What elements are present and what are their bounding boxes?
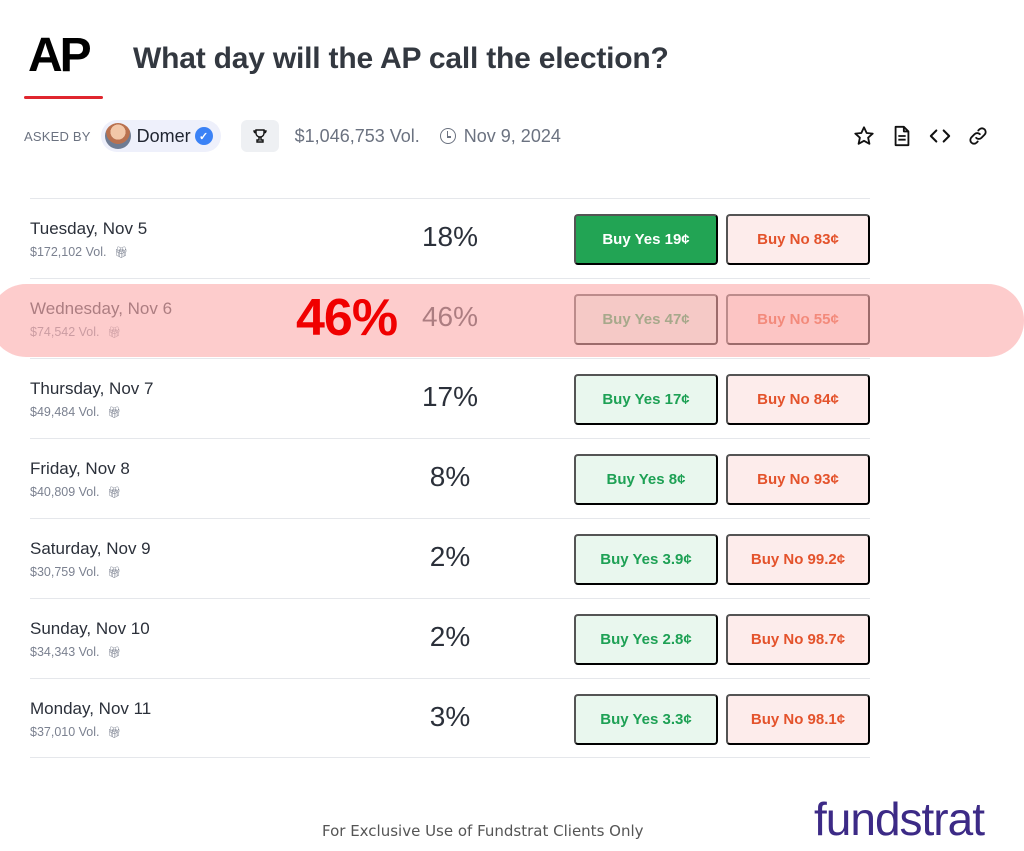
trophy-icon[interactable] [240, 120, 279, 152]
outcome-probability: 2% [429, 541, 471, 572]
link-icon[interactable] [964, 122, 992, 150]
annotation-percentage: 46% [296, 289, 398, 347]
buy-no-button[interactable]: Buy No 98.1¢ [726, 694, 870, 745]
buy-no-button[interactable]: Buy No 84¢ [726, 374, 870, 425]
document-icon[interactable] [888, 122, 916, 150]
outcome-label: Friday, Nov 8 [30, 459, 130, 478]
star-icon[interactable] [850, 122, 878, 150]
buy-yes-button[interactable]: Buy Yes 2.8¢ [574, 614, 718, 665]
outcome-label: Monday, Nov 11 [30, 699, 152, 718]
table-row: Monday, Nov 11 $37,010 Vol. 🎁︎ 3% Buy Yes… [30, 678, 870, 758]
outcome-probability: 46% [421, 301, 479, 332]
outcome-probability: 3% [429, 701, 471, 732]
market-meta: ASKED BY Domer ✓ $1,046,753 Vol. Nov 9, … [24, 118, 561, 154]
clock-icon [439, 128, 456, 144]
table-row: Tuesday, Nov 5 $172,102 Vol. 🎁︎ 18% Buy Y… [30, 198, 870, 278]
user-name: Domer [136, 125, 191, 146]
total-volume: $1,046,753 Vol. [294, 125, 420, 146]
ap-logo: AP [28, 29, 92, 82]
fundstrat-logo: fundstrat [814, 793, 985, 845]
table-row: Wednesday, Nov 6 $74,542 Vol. 🎁︎ 46% Buy … [30, 278, 870, 358]
gift-icon: 🎁︎ [107, 407, 122, 419]
outcomes-table: Tuesday, Nov 5 $172,102 Vol. 🎁︎ 18% Buy Y… [30, 198, 870, 758]
outcome-volume: $30,759 Vol. 🎁︎ [30, 565, 122, 579]
gift-icon: 🎁︎ [107, 327, 122, 339]
verified-check-icon: ✓ [194, 127, 213, 145]
buy-yes-button[interactable]: Buy Yes 47¢ [574, 294, 718, 345]
outcome-volume: $172,102 Vol. 🎁︎ [30, 245, 129, 259]
buy-yes-button[interactable]: Buy Yes 3.9¢ [574, 534, 718, 585]
buy-yes-button[interactable]: Buy Yes 19¢ [574, 214, 718, 265]
outcome-volume: $74,542 Vol. 🎁︎ [30, 325, 122, 339]
user-chip[interactable]: Domer ✓ [100, 120, 221, 152]
avatar [104, 123, 131, 149]
buy-no-button[interactable]: Buy No 99.2¢ [726, 534, 870, 585]
outcome-volume: $34,343 Vol. 🎁︎ [30, 645, 122, 659]
outcome-volume: $37,010 Vol. 🎁︎ [30, 725, 122, 739]
buy-no-button[interactable]: Buy No 83¢ [726, 214, 870, 265]
buy-yes-button[interactable]: Buy Yes 17¢ [574, 374, 718, 425]
buy-no-button[interactable]: Buy No 93¢ [726, 454, 870, 505]
outcome-volume: $49,484 Vol. 🎁︎ [30, 405, 122, 419]
page-title: What day will the AP call the election? [133, 42, 669, 75]
outcome-probability: 2% [429, 621, 471, 652]
outcome-label: Sunday, Nov 10 [30, 619, 150, 638]
gift-icon: 🎁︎ [114, 247, 129, 259]
close-date: Nov 9, 2024 [463, 125, 561, 146]
outcome-volume: $40,809 Vol. 🎁︎ [30, 485, 122, 499]
gift-icon: 🎁︎ [107, 727, 122, 739]
buy-no-button[interactable]: Buy No 55¢ [726, 294, 870, 345]
outcome-probability: 8% [429, 461, 471, 492]
asked-by-label: ASKED BY [24, 128, 91, 144]
table-row: Saturday, Nov 9 $30,759 Vol. 🎁︎ 2% Buy Ye… [30, 518, 870, 598]
logo-underline [24, 96, 103, 99]
outcome-label: Thursday, Nov 7 [30, 379, 154, 398]
outcome-probability: 18% [421, 221, 479, 252]
table-row: Thursday, Nov 7 $49,484 Vol. 🎁︎ 17% Buy Y… [30, 358, 870, 438]
buy-yes-button[interactable]: Buy Yes 3.3¢ [574, 694, 718, 745]
footer-disclaimer: For Exclusive Use of Fundstrat Clients O… [322, 822, 644, 840]
action-toolbar [850, 122, 992, 150]
gift-icon: 🎁︎ [107, 647, 122, 659]
gift-icon: 🎁︎ [107, 567, 122, 579]
outcome-label: Tuesday, Nov 5 [30, 219, 148, 238]
outcome-probability: 17% [421, 381, 479, 412]
gift-icon: 🎁︎ [107, 487, 122, 499]
outcome-label: Saturday, Nov 9 [30, 539, 151, 558]
buy-yes-button[interactable]: Buy Yes 8¢ [574, 454, 718, 505]
code-icon[interactable] [926, 122, 954, 150]
buy-no-button[interactable]: Buy No 98.7¢ [726, 614, 870, 665]
table-row: Sunday, Nov 10 $34,343 Vol. 🎁︎ 2% Buy Yes… [30, 598, 870, 678]
outcome-label: Wednesday, Nov 6 [30, 299, 173, 318]
table-row: Friday, Nov 8 $40,809 Vol. 🎁︎ 8% Buy Yes … [30, 438, 870, 518]
